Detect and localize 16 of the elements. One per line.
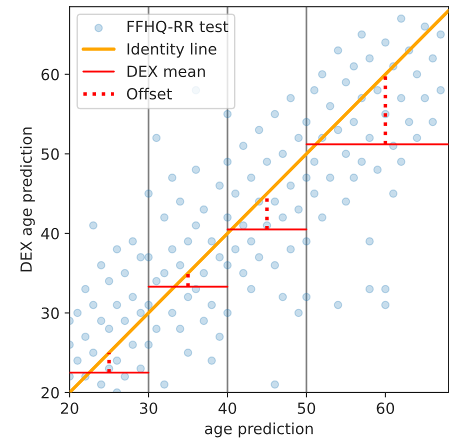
x-axis-title: age prediction xyxy=(205,422,313,438)
x-tick-label: 30 xyxy=(140,402,158,414)
y-tick-label: 60 xyxy=(42,68,59,80)
legend-label: FFHQ-RR test xyxy=(128,20,228,34)
legend-label: Offset xyxy=(126,88,172,100)
x-tick-label: 20 xyxy=(60,402,78,414)
y-tick-label: 50 xyxy=(42,148,59,160)
y-tick-label: 30 xyxy=(42,307,59,319)
x-tick-label: 50 xyxy=(298,402,316,414)
legend-label: DEX mean xyxy=(128,66,205,78)
y-axis-title: DEX age prediction xyxy=(20,128,35,272)
x-tick-label: 40 xyxy=(218,402,236,414)
x-tick-label: 60 xyxy=(376,402,394,414)
y-tick-label: 20 xyxy=(42,386,59,398)
legend-label: Identity line xyxy=(128,42,216,58)
y-tick-label: 40 xyxy=(41,228,59,240)
